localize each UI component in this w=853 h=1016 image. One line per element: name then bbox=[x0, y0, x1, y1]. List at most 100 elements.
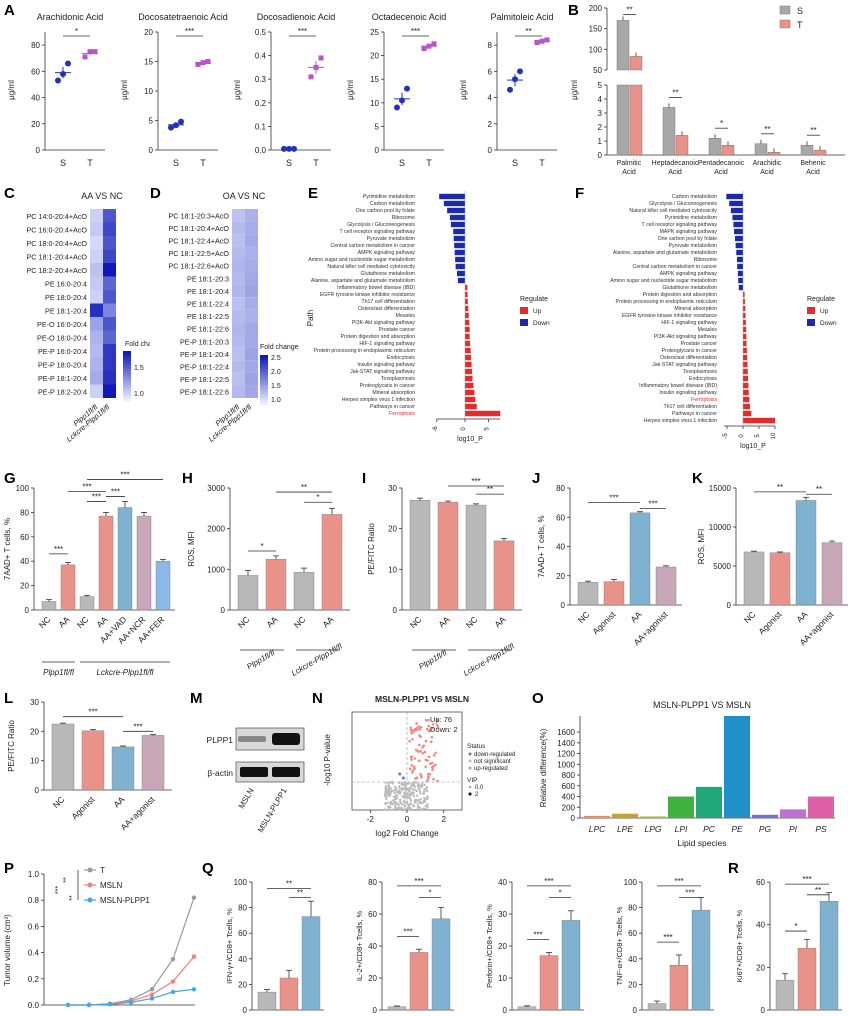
n-point-up bbox=[427, 776, 430, 779]
svgD-cell bbox=[245, 246, 258, 260]
chart-a1-xlabel: T bbox=[200, 158, 206, 168]
chart-b-xlabel: Acid bbox=[714, 169, 728, 176]
q0-sig-label: ** bbox=[297, 888, 303, 897]
q2-bar bbox=[539, 955, 559, 1011]
d-legend-swatch bbox=[260, 392, 268, 396]
svgH-xlabel: AA bbox=[264, 614, 279, 629]
svgC-row-label: PE-O 18:0-20:4 bbox=[37, 333, 87, 342]
n-point-ns bbox=[389, 800, 393, 804]
n-point-up bbox=[424, 758, 428, 762]
g-sig-label: *** bbox=[120, 470, 129, 479]
n-point-up bbox=[419, 749, 422, 753]
f-xtick-label: 5 bbox=[755, 434, 761, 438]
n-legend-dot bbox=[468, 752, 472, 756]
svgK-xlabel: Agonist bbox=[756, 609, 784, 637]
n-point-ns bbox=[399, 808, 402, 811]
n-legend-label: up-regulated bbox=[474, 766, 508, 772]
chart-a3-y-tick-label: 0 bbox=[375, 146, 380, 155]
n-point-ns bbox=[384, 802, 387, 806]
chart-a3-y-tick-label: 20 bbox=[370, 52, 379, 61]
n-point-ns bbox=[415, 789, 419, 793]
o-bar bbox=[640, 816, 666, 818]
n-point-ns bbox=[413, 785, 416, 788]
chart-b-tick-label: 2 bbox=[598, 123, 603, 132]
q0-y-tick-label: 100 bbox=[234, 878, 248, 887]
svgD-row-label: PE-P 18:1-20:4 bbox=[180, 350, 229, 359]
chart-a2-xlabel: T bbox=[313, 158, 319, 168]
h-sig-label: * bbox=[260, 542, 263, 551]
svgJ-xlabel: AA bbox=[628, 609, 643, 624]
svgF-bar bbox=[734, 228, 743, 235]
e-xtick-label: 5 bbox=[485, 427, 491, 431]
svgF-path-label: Measles bbox=[698, 327, 718, 333]
o-y-tick-label: 400 bbox=[562, 793, 576, 802]
c-legend-tick: 1.0 bbox=[134, 391, 144, 398]
n-point-ns bbox=[409, 799, 413, 802]
n-point-ns bbox=[404, 787, 407, 791]
svgE-bar bbox=[453, 235, 465, 242]
p-y-tick-label: 0.2 bbox=[28, 975, 40, 984]
panel-b-bar-chart: μg/ml 50 100 150 200 0 1 2 3 4 5 ** Palmitic Acid ** He… bbox=[570, 4, 845, 176]
svgC-row-label: PE-P 18:1-20:4 bbox=[38, 374, 87, 383]
d-legend-tick: 2.0 bbox=[271, 369, 281, 376]
d-legend-swatch bbox=[260, 377, 268, 381]
svgC-row-label: PE-P 16:0-20:4 bbox=[38, 347, 87, 356]
chart-a2-y-tick-label: 0.3 bbox=[255, 75, 267, 84]
chart-b-bar-S bbox=[800, 144, 814, 156]
n-point-up bbox=[429, 728, 432, 732]
svgC-cell bbox=[103, 357, 116, 371]
n-point-ns bbox=[400, 787, 404, 791]
chart-a0-point-T bbox=[87, 49, 93, 55]
svgE-path-label: Central carbon metabolism in cancer bbox=[331, 243, 416, 249]
chart-a1-y-tick-label: 0 bbox=[149, 146, 154, 155]
f-legend-up-label: Up bbox=[820, 308, 829, 315]
n-point-ns bbox=[389, 789, 392, 793]
m-band-plpp1-faint bbox=[238, 736, 266, 742]
p-point-MSLN bbox=[170, 979, 176, 984]
q2-y-tick-label: 20 bbox=[498, 942, 507, 951]
r-sig-label: ** bbox=[815, 886, 821, 895]
chart-a1-y-tick-label: 10 bbox=[144, 87, 153, 96]
n-legend-label: down-regulated bbox=[474, 752, 515, 758]
n-point-up bbox=[436, 779, 439, 783]
n-point-ns bbox=[398, 798, 402, 801]
svgL-bar bbox=[111, 746, 135, 791]
q3-sig-label: *** bbox=[663, 933, 672, 942]
svgC-row-label: PC 16:0-20:4+AcO bbox=[26, 225, 87, 234]
d-legend-swatch bbox=[260, 395, 268, 398]
n-point-ns bbox=[398, 787, 402, 790]
chart-a3-ylabel: μg/ml bbox=[346, 80, 355, 100]
svgF-path-label: Osteoclast differentiation bbox=[660, 355, 717, 361]
svgD-cell bbox=[232, 259, 245, 272]
panel-o-bar-chart: MSLN-PLPP1 VS MSLN Relative difference(%)… bbox=[539, 700, 835, 848]
f-xtick-label: 0 bbox=[739, 434, 745, 438]
n-title: MSLN-PLPP1 VS MSLN bbox=[375, 694, 469, 704]
n-point-up bbox=[417, 743, 421, 747]
svgE-path-label: Mineral absorption bbox=[372, 390, 415, 396]
panel-p-line-chart: Tumor volume (cm³) 0.0 0.2 0.4 0.6 0.8 1.0 T MSL… bbox=[3, 866, 197, 1010]
o-y-tick-label: 800 bbox=[562, 771, 576, 780]
n-point-ns bbox=[422, 799, 426, 802]
p-point-MSLN bbox=[191, 954, 197, 959]
svgE-bar bbox=[457, 270, 465, 277]
svgD-cell bbox=[232, 297, 245, 310]
p-y-tick-label: 0.4 bbox=[28, 949, 40, 958]
svgD-cell bbox=[232, 322, 245, 335]
p-legend-label: MSLN bbox=[100, 881, 122, 890]
r-bar bbox=[775, 979, 795, 1011]
n-point-ns bbox=[403, 796, 406, 799]
chart-a2-y-tick-label: 0.1 bbox=[255, 122, 267, 131]
svgE-path-label: Th17 cell differentiation bbox=[361, 299, 415, 305]
n-point-ns bbox=[397, 791, 400, 795]
n-point-ns bbox=[398, 781, 401, 784]
p-point-MSLN bbox=[149, 992, 155, 997]
n-point-ns bbox=[425, 780, 428, 784]
n-point-ns bbox=[425, 789, 428, 792]
chart-a1-point-T bbox=[200, 60, 206, 66]
n-point-up bbox=[415, 776, 419, 779]
n-point-ns bbox=[389, 781, 393, 784]
svgF-bar bbox=[736, 249, 743, 256]
svgC-cell bbox=[103, 384, 116, 398]
svgF-path-label: Prostate cancer bbox=[681, 341, 718, 347]
